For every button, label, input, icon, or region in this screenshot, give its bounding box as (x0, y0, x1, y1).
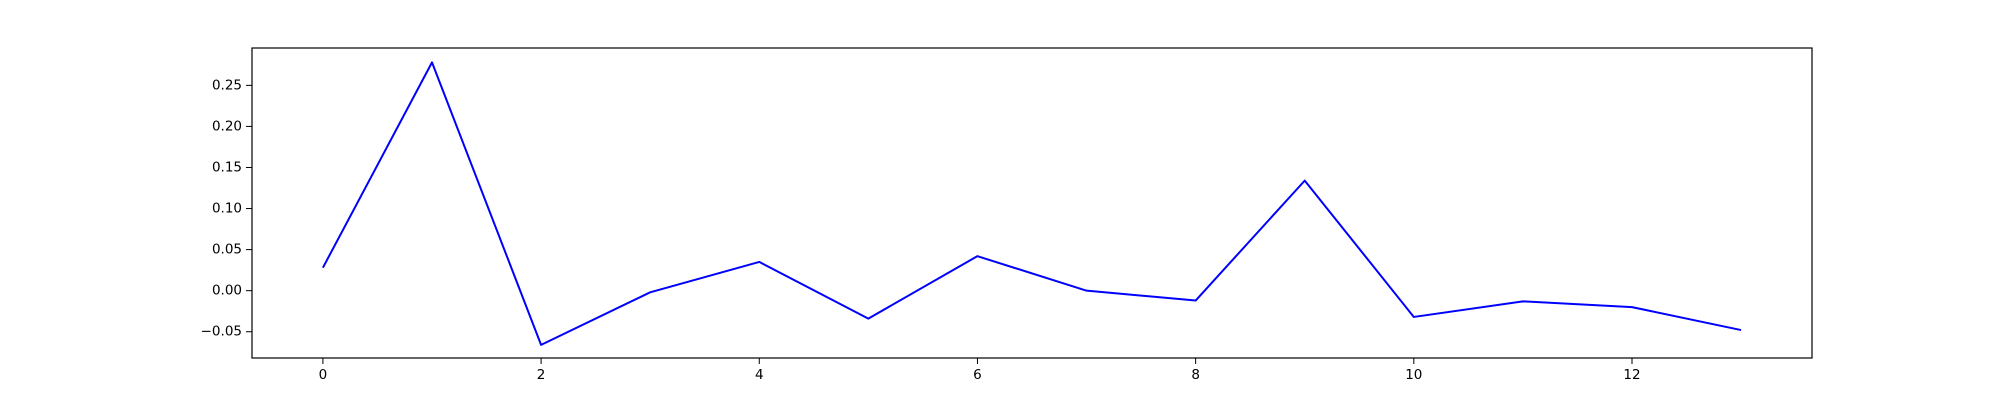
y-tick-label: 0.10 (212, 201, 242, 217)
x-tick-label: 6 (973, 367, 982, 383)
y-axis-ticks: −0.05 0.00 0.05 0.10 0.15 0.20 0.25 (201, 77, 252, 340)
x-tick-label: 0 (319, 367, 328, 383)
y-tick-label: 0.25 (212, 77, 242, 93)
x-tick-label: 4 (755, 367, 764, 383)
series-line (322, 61, 1742, 346)
y-tick-label: 0.00 (212, 283, 242, 299)
x-axis-ticks: 0 2 4 6 8 10 12 (319, 358, 1641, 383)
plot-background (252, 48, 1812, 358)
plot-frame (251, 47, 1813, 359)
y-tick-label: 0.05 (212, 242, 242, 258)
x-tick-label: 2 (537, 367, 546, 383)
series-layer (322, 61, 1742, 346)
x-tick-label: 8 (1191, 367, 1200, 383)
y-tick-label: 0.15 (212, 159, 242, 175)
x-tick-label: 10 (1405, 367, 1422, 383)
x-tick-label: 12 (1623, 367, 1640, 383)
y-tick-label: 0.20 (212, 118, 242, 134)
y-tick-label: −0.05 (201, 324, 242, 340)
